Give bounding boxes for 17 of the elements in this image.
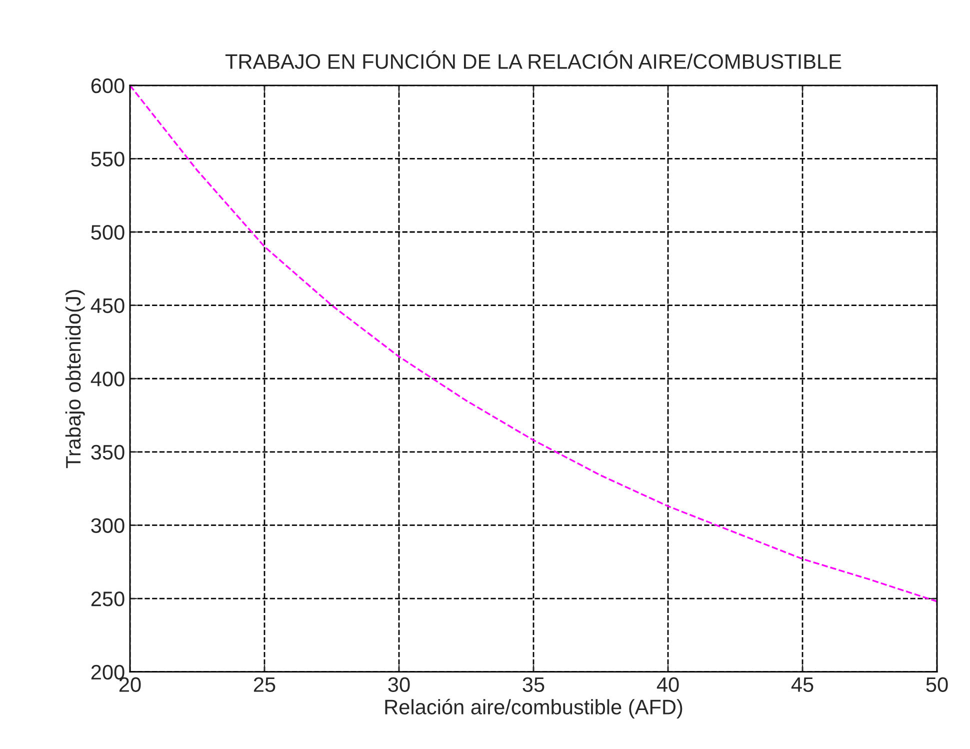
y-tick-label: 500	[91, 225, 124, 240]
x-tick-label: 35	[522, 677, 544, 692]
x-tick-label: 30	[388, 677, 410, 692]
y-tick-label: 600	[91, 78, 124, 94]
y-tick-label: 300	[91, 518, 124, 533]
y-tick-label: 550	[91, 152, 124, 166]
x-tick-label: 45	[791, 677, 814, 692]
x-tick-label: 40	[656, 677, 679, 692]
x-tick-label: 50	[926, 677, 948, 692]
y-tick-label: 250	[91, 592, 124, 606]
chart-title: TRABAJO EN FUNCIÓN DE LA RELACIÓN AIRE/COMBUSTIBLE	[225, 50, 842, 69]
y-tick-label: 400	[90, 372, 124, 386]
x-tick-label: 25	[254, 677, 276, 692]
y-axis-title: Trabajo obtenido(J)	[65, 290, 85, 468]
y-tick-label: 450	[90, 298, 124, 314]
y-tick-label: 350	[91, 444, 124, 460]
x-axis-title: Relación aire/combustible (AFD)	[385, 698, 682, 719]
